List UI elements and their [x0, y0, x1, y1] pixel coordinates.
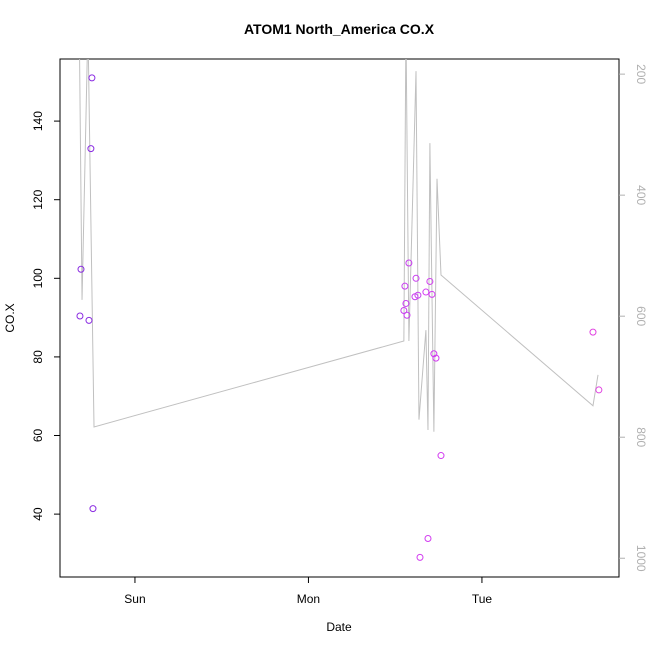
point — [414, 291, 422, 299]
point — [589, 328, 597, 336]
point — [412, 274, 420, 282]
point — [85, 316, 93, 324]
point — [424, 534, 432, 542]
point — [426, 277, 434, 285]
y-tick-label: 80 — [31, 350, 45, 364]
point — [77, 265, 85, 273]
point — [430, 350, 438, 358]
point — [416, 553, 424, 561]
y-axis-label: CO.X — [3, 303, 17, 332]
point — [595, 386, 603, 394]
point — [87, 145, 95, 153]
y2-tick-label: 200 — [634, 64, 648, 84]
x-tick-label: Mon — [297, 592, 320, 606]
point — [428, 290, 436, 298]
y-tick-label: 100 — [31, 268, 45, 288]
point — [403, 311, 411, 319]
y2-tick-label: 600 — [634, 306, 648, 326]
point — [402, 299, 410, 307]
point — [432, 354, 440, 362]
y-tick-label: 40 — [31, 507, 45, 521]
point — [405, 259, 413, 267]
x-tick-label: Tue — [472, 592, 493, 606]
y-tick-label: 140 — [31, 111, 45, 131]
point — [400, 307, 408, 315]
chart-title: ATOM1 North_America CO.X — [244, 21, 435, 37]
point — [88, 74, 96, 82]
plot-frame — [59, 58, 620, 578]
point — [76, 312, 84, 320]
x-axis-label: Date — [326, 620, 352, 634]
point — [401, 282, 409, 290]
y2-tick-label: 800 — [634, 427, 648, 447]
x-tick-label: Sun — [124, 592, 145, 606]
line — [79, 59, 599, 432]
y-tick-label: 60 — [31, 429, 45, 443]
y-tick-label: 120 — [31, 189, 45, 209]
point — [89, 505, 97, 513]
point — [437, 452, 445, 460]
y2-tick-label: 400 — [634, 185, 648, 205]
plot-area — [76, 59, 603, 561]
point — [422, 288, 430, 296]
y2-tick-label: 1000 — [634, 545, 648, 572]
